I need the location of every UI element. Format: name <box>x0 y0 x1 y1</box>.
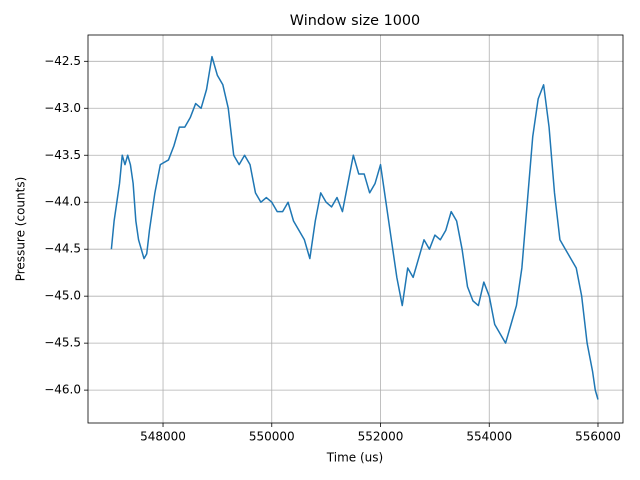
y-tick-label: −46.0 <box>44 383 81 397</box>
y-tick-label: −43.5 <box>44 148 81 162</box>
y-tick-label: −45.5 <box>44 336 81 350</box>
chart-title: Window size 1000 <box>290 13 420 29</box>
y-tick-label: −44.0 <box>44 195 81 209</box>
data-line <box>110 55 599 400</box>
plot-frame <box>87 34 624 424</box>
x-axis-label: Time (us) <box>326 451 383 465</box>
x-tick-label: 556000 <box>575 430 621 444</box>
y-axis-label: Pressure (counts) <box>14 177 28 282</box>
y-tick-label: −45.0 <box>44 289 81 303</box>
y-tick-label: −43.0 <box>44 101 81 115</box>
x-tick-label: 548000 <box>140 430 186 444</box>
x-tick-label: 554000 <box>466 430 512 444</box>
y-tick-label: −44.5 <box>44 242 81 256</box>
x-tick-label: 552000 <box>358 430 404 444</box>
y-tick-label: −42.5 <box>44 54 81 68</box>
x-tick-label: 550000 <box>249 430 295 444</box>
